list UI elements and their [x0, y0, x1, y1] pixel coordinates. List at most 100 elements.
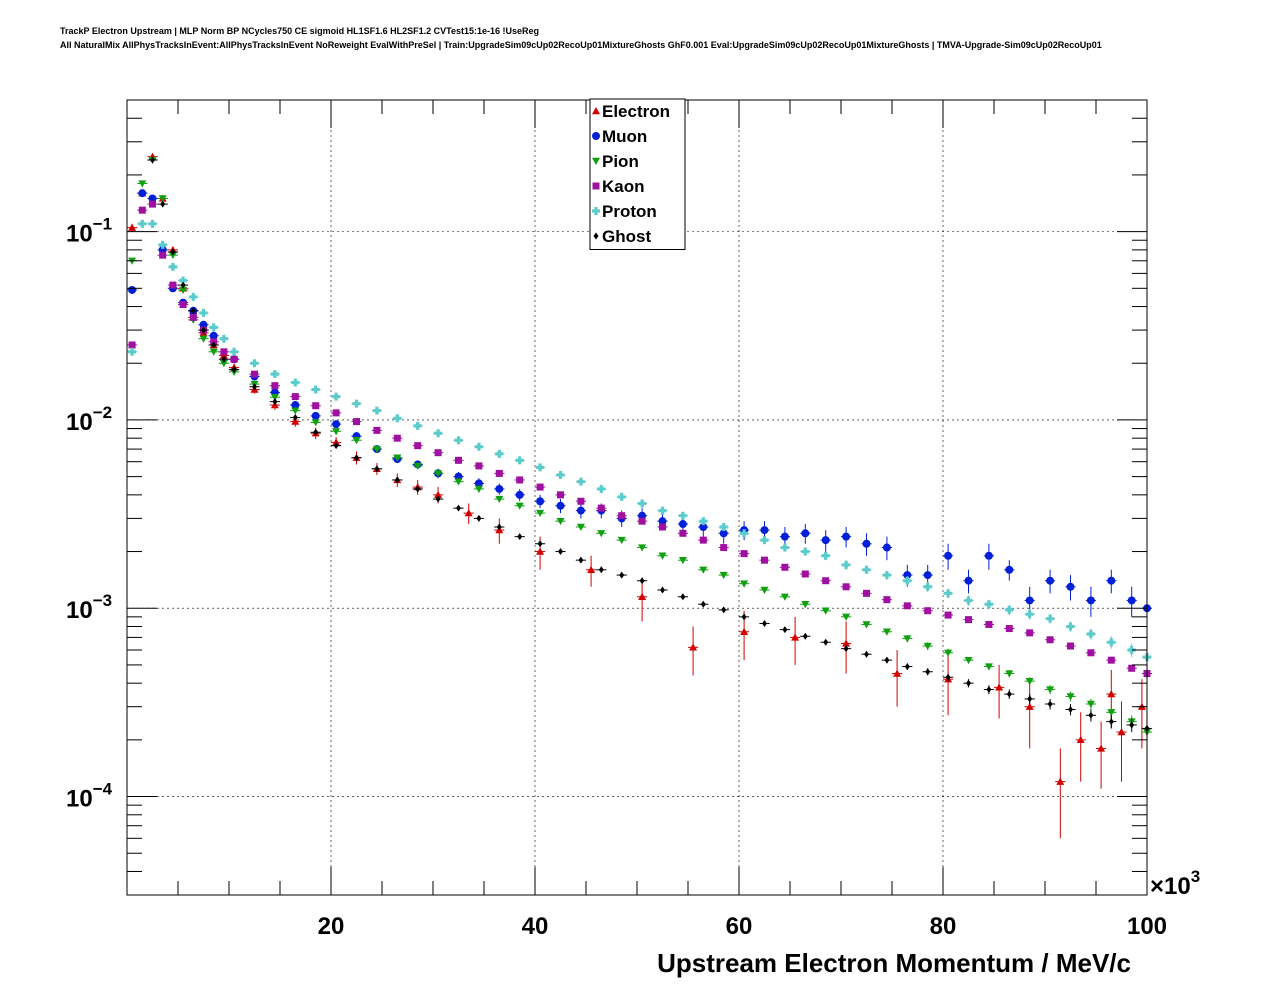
data-point: [741, 613, 747, 621]
data-point: [434, 490, 443, 499]
data-point: [821, 551, 830, 560]
data-point: [160, 200, 166, 208]
data-point: [291, 393, 299, 401]
data-point: [699, 523, 708, 532]
data-point: [394, 476, 400, 484]
data-point: [1056, 777, 1065, 785]
legend-marker: [592, 132, 600, 140]
data-point: [455, 456, 462, 464]
data-point: [1088, 711, 1094, 719]
data-point: [679, 529, 687, 537]
x-multiplier-base: ×10: [1150, 873, 1191, 900]
data-point: [903, 635, 912, 643]
data-point: [179, 276, 188, 285]
data-point: [760, 536, 769, 545]
data-point: [219, 360, 228, 368]
data-point: [454, 478, 463, 486]
data-point: [413, 421, 422, 430]
data-point: [842, 532, 851, 541]
data-point: [964, 576, 973, 585]
x-tick-label: 20: [318, 913, 345, 940]
data-point: [474, 442, 483, 451]
data-point: [1066, 582, 1075, 591]
series-proton: [127, 219, 1153, 665]
data-point: [995, 683, 1004, 691]
data-point: [374, 465, 380, 473]
data-point: [128, 285, 137, 294]
data-point: [821, 536, 830, 545]
data-point: [1025, 702, 1034, 710]
data-point: [598, 566, 604, 574]
data-point: [699, 536, 707, 544]
data-point: [251, 370, 258, 378]
data-point: [1086, 700, 1095, 709]
data-point: [740, 580, 749, 588]
data-point: [719, 529, 728, 538]
y-tick-exponent: −2: [93, 403, 112, 422]
data-point: [882, 543, 891, 552]
data-point: [658, 506, 667, 515]
data-point: [373, 426, 381, 434]
x-tick-label: 60: [726, 913, 753, 940]
data-point: [271, 382, 279, 390]
data-point: [474, 485, 483, 493]
data-point: [230, 347, 239, 356]
data-point: [1107, 709, 1116, 717]
data-point: [638, 544, 647, 552]
legend: Electron Muon Pion Kaon Proton Ghost: [589, 98, 686, 250]
data-point: [250, 359, 259, 368]
data-point: [780, 543, 789, 552]
data-point: [252, 383, 257, 391]
data-point: [1026, 629, 1034, 637]
data-point: [150, 156, 155, 164]
data-point: [148, 219, 157, 228]
data-point: [354, 454, 359, 462]
legend-entry-electron: Electron: [592, 102, 670, 121]
data-point: [1006, 690, 1012, 698]
data-point: [1005, 625, 1013, 633]
data-point: [414, 442, 422, 450]
data-point: [1127, 646, 1136, 655]
legend-entry-proton: Proton: [592, 202, 657, 221]
data-point: [1086, 629, 1095, 638]
data-point: [761, 556, 768, 564]
axes: 20 40 60 80 10010−110−210−310−4×103Upstream …: [66, 99, 1200, 978]
legend-label: Ghost: [602, 227, 651, 246]
data-point: [587, 565, 596, 573]
x-tick-label: 100: [1127, 913, 1167, 940]
data-point: [617, 492, 626, 501]
data-point: [904, 663, 910, 671]
data-point: [740, 529, 749, 538]
data-point: [780, 532, 789, 541]
data-point: [1097, 744, 1106, 752]
data-point: [170, 248, 176, 256]
data-point: [556, 470, 565, 479]
series-electron: [127, 152, 1147, 839]
data-point: [1046, 614, 1055, 623]
data-point: [882, 628, 891, 636]
data-point: [556, 517, 565, 526]
data-point: [190, 307, 196, 315]
data-point: [762, 619, 767, 627]
data-point: [536, 483, 544, 491]
data-point: [495, 495, 504, 504]
data-point: [903, 576, 912, 585]
y-tick-exponent: −1: [93, 215, 112, 234]
data-point: [372, 445, 381, 454]
x-axis-multiplier: ×103: [1150, 867, 1200, 900]
data-point: [515, 502, 524, 510]
data-point: [189, 313, 197, 321]
x-tick-label: 80: [930, 913, 957, 940]
data-point: [393, 414, 402, 423]
series-ghost: [147, 156, 1153, 736]
data-point: [291, 407, 300, 415]
legend-label: Muon: [602, 127, 647, 146]
data-point: [138, 219, 147, 228]
data-point: [495, 469, 503, 477]
data-point: [332, 438, 341, 446]
data-point: [700, 600, 706, 608]
data-point: [291, 378, 300, 387]
data-point: [128, 223, 137, 231]
data-point: [801, 601, 810, 609]
data-point: [332, 428, 341, 436]
